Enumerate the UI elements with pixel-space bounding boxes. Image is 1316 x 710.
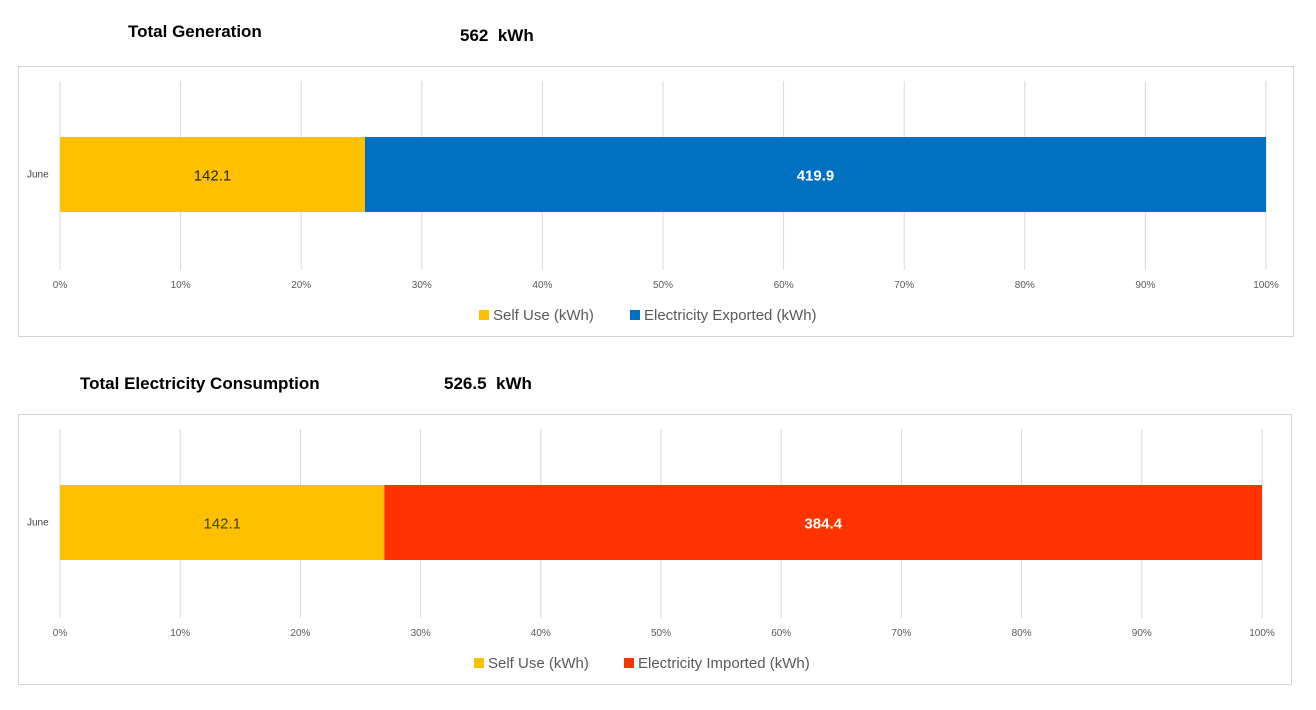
consumption-total: 526.5 kWh: [444, 374, 532, 394]
x-tick-label: 60%: [774, 280, 794, 291]
consumption-chart-panel: 0% 10% 20% 30% 40% 50% 60% 70% 80% 90% 100% June 142…: [18, 414, 1292, 685]
x-tick-label: 50%: [653, 280, 673, 291]
x-tick-label: 70%: [894, 280, 914, 291]
x-tick-label: 80%: [1015, 280, 1035, 291]
x-tick-label: 0%: [53, 280, 68, 291]
generation-total: 562 kWh: [460, 26, 534, 46]
x-tick-label: 30%: [411, 628, 431, 639]
x-tick-label: 50%: [651, 628, 671, 639]
consumption-title: Total Electricity Consumption: [80, 374, 320, 393]
x-tick-label: 0%: [53, 628, 68, 639]
x-tick-label: 70%: [891, 628, 911, 639]
generation-chart: 0% 10% 20% 30% 40% 50% 60% 70% 80% 90% 100% June 142…: [27, 81, 1279, 324]
category-label: June: [27, 170, 49, 181]
generation-total-value: 562: [460, 26, 489, 45]
bar-segment-1: [60, 485, 385, 560]
x-tick-label: 40%: [531, 628, 551, 639]
x-tick-label: 60%: [771, 628, 791, 639]
legend-swatch: [479, 310, 489, 320]
x-tick-label: 90%: [1135, 280, 1155, 291]
generation-total-unit: kWh: [497, 26, 534, 45]
legend-swatch: [630, 310, 640, 320]
data-label: 384.4: [804, 516, 842, 533]
legend-swatch: [624, 658, 634, 668]
x-tick-label: 30%: [412, 280, 432, 291]
x-tick-label: 100%: [1249, 628, 1275, 639]
data-label: 419.9: [797, 168, 835, 185]
x-tick-label: 90%: [1132, 628, 1152, 639]
consumption-total-value: 526.5: [444, 374, 487, 393]
consumption-total-unit: kWh: [496, 374, 532, 393]
generation-chart-panel: 0% 10% 20% 30% 40% 50% 60% 70% 80% 90% 100% June 142…: [18, 66, 1294, 337]
legend-label: Electricity Exported (kWh): [644, 307, 817, 324]
x-tick-label: 80%: [1012, 628, 1032, 639]
bar-segment-2: [384, 485, 1262, 560]
legend-label: Self Use (kWh): [493, 307, 594, 324]
bar-segment-2: [364, 137, 1266, 212]
x-tick-label: 20%: [291, 280, 311, 291]
x-tick-label: 20%: [290, 628, 310, 639]
legend-swatch: [474, 658, 484, 668]
x-tick-label: 10%: [170, 628, 190, 639]
data-label: 142.1: [194, 168, 232, 185]
bar-segment-1: [60, 137, 365, 212]
legend-label: Electricity Imported (kWh): [638, 655, 810, 672]
x-tick-label: 10%: [171, 280, 191, 291]
x-tick-label: 100%: [1253, 280, 1279, 291]
consumption-chart: 0% 10% 20% 30% 40% 50% 60% 70% 80% 90% 100% June 142…: [27, 429, 1275, 672]
data-label: 142.1: [203, 516, 241, 533]
x-tick-label: 40%: [532, 280, 552, 291]
category-label: June: [27, 518, 49, 529]
legend-label: Self Use (kWh): [488, 655, 589, 672]
generation-title: Total Generation: [128, 22, 262, 41]
